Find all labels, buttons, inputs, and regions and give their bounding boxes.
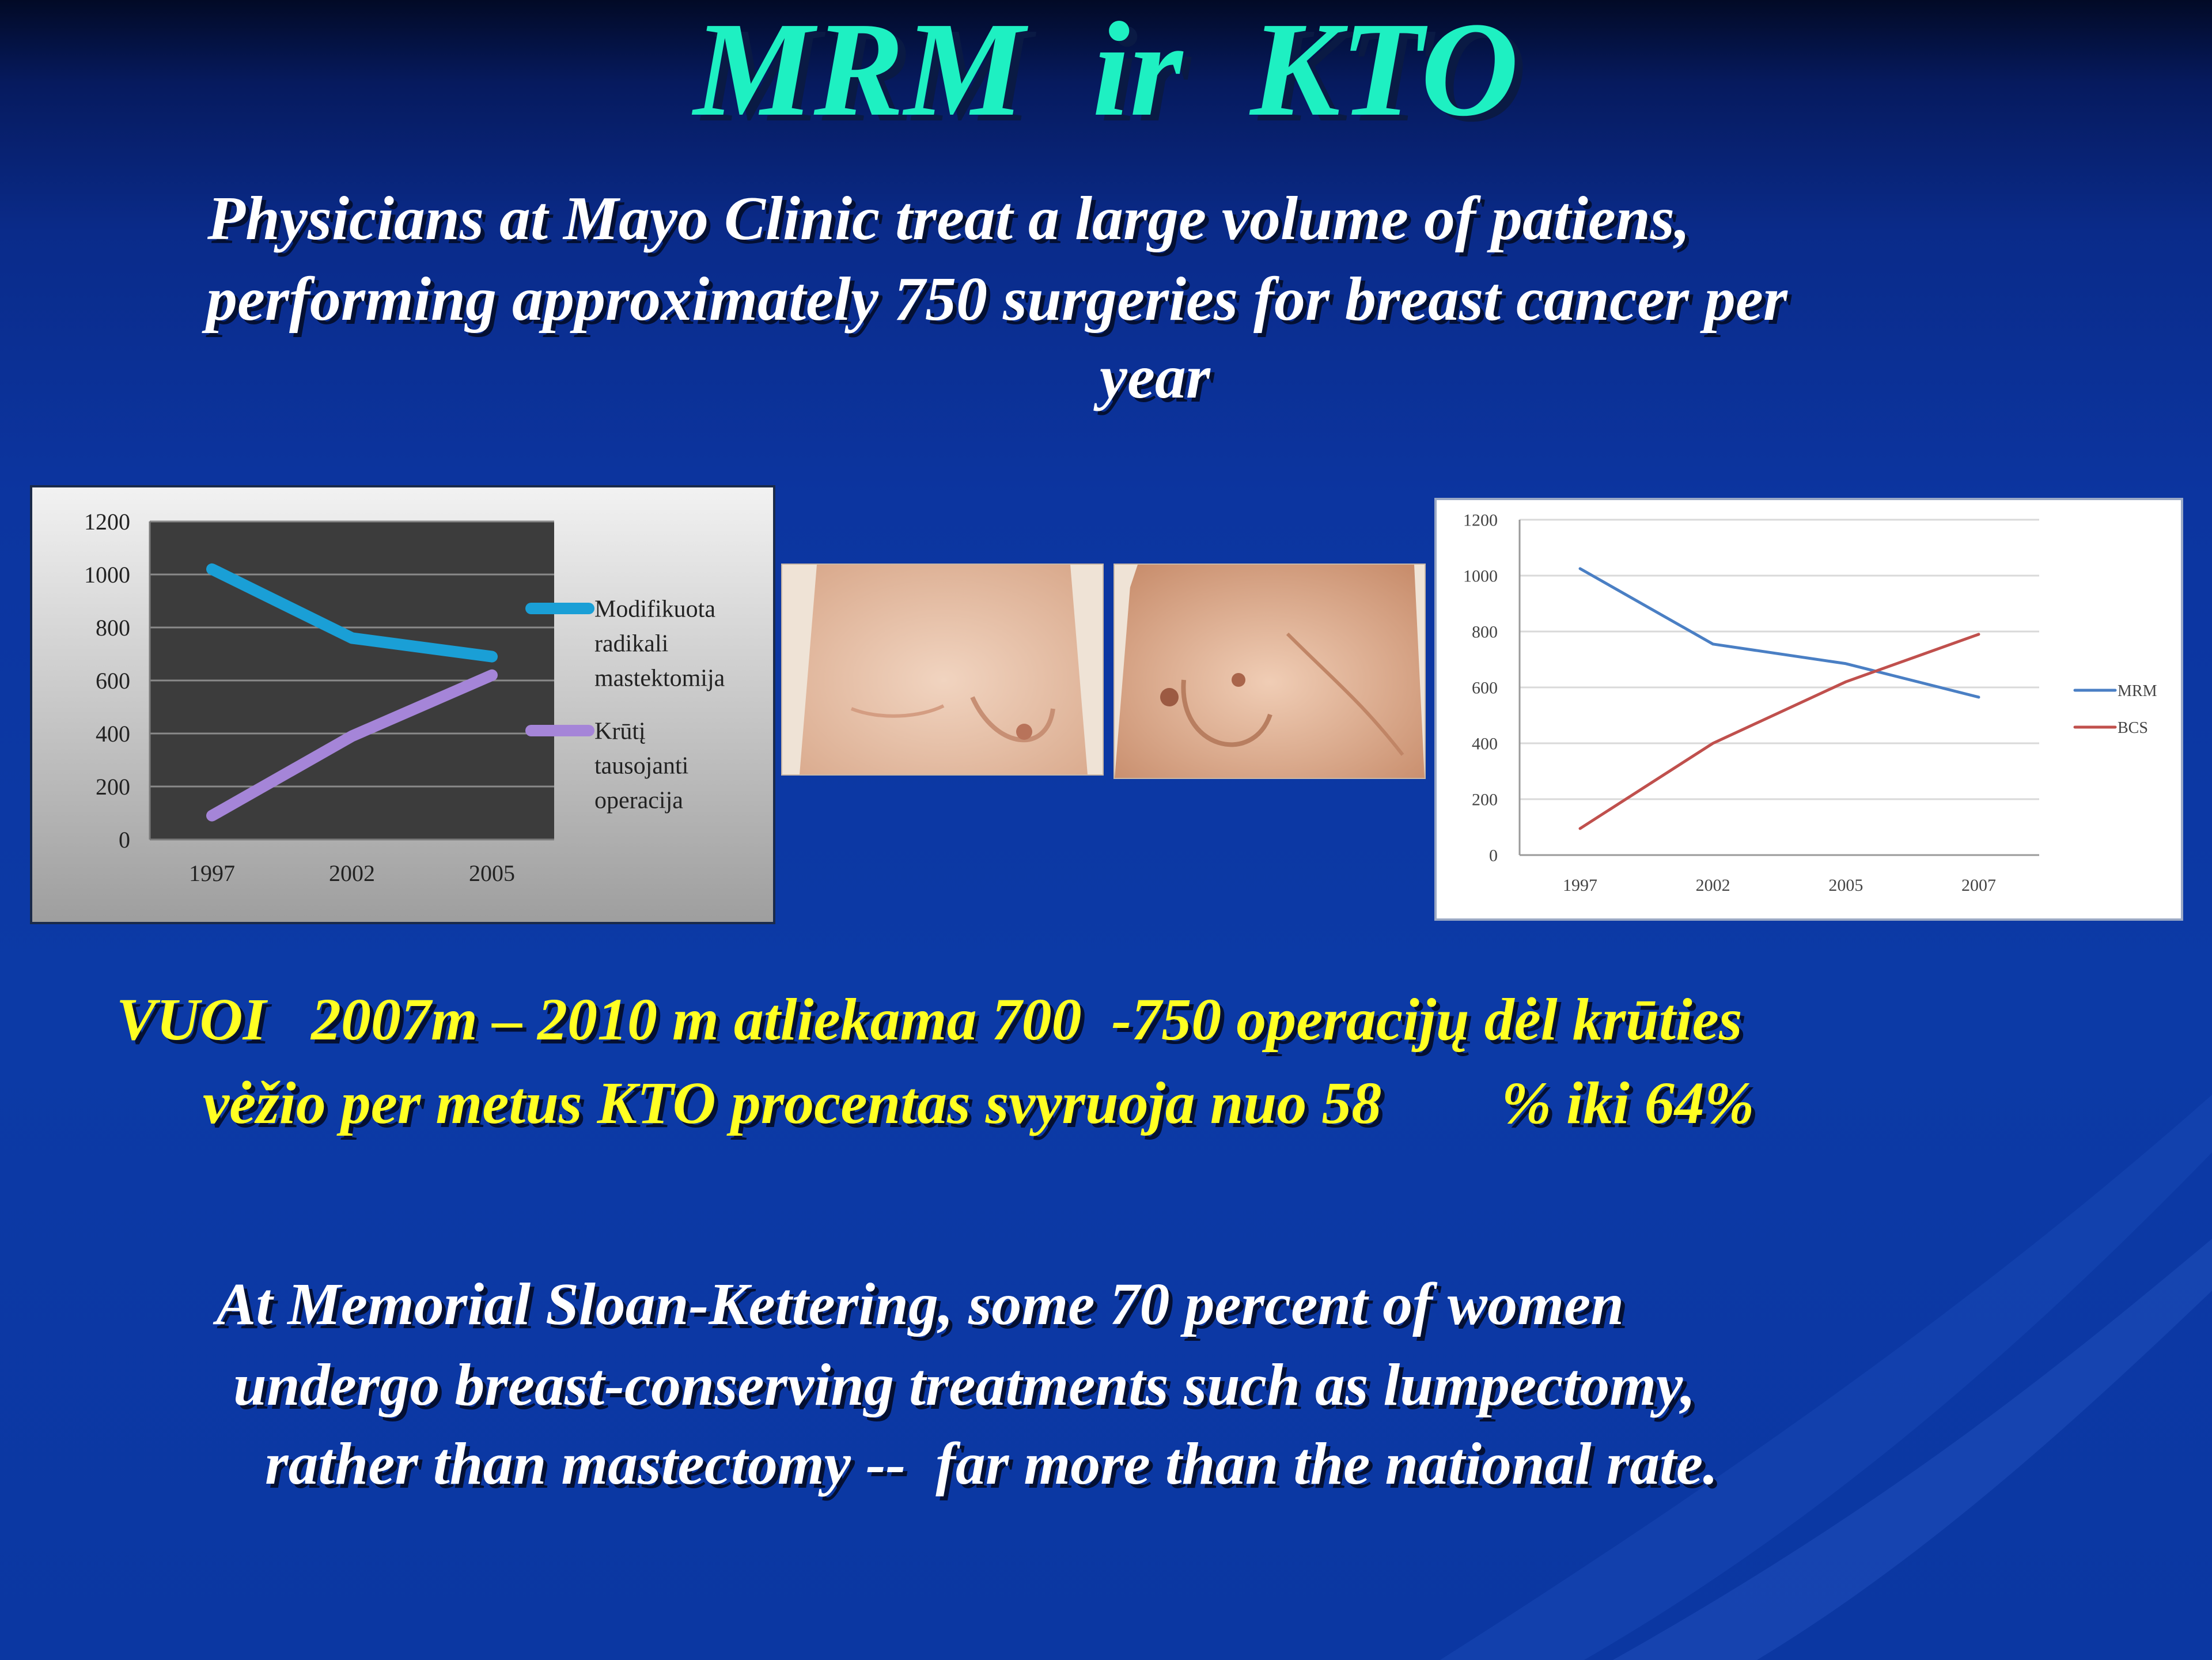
x-tick-label: 2005 — [469, 860, 515, 886]
x-tick-label: 2005 — [1828, 876, 1863, 895]
legend-label: Krūtį — [594, 719, 646, 745]
chart-right-frame — [1434, 498, 2183, 921]
y-tick-label: 400 — [1472, 735, 1498, 754]
breast-photo-right — [1113, 564, 1426, 779]
legend-label: BCS — [2118, 719, 2148, 737]
msk-line-2: undergo breast-conserving treatments suc… — [233, 1352, 1696, 1418]
series-line-1 — [1578, 633, 1980, 830]
y-tick-label: 800 — [1472, 623, 1498, 642]
vuoi-line-1: VUOI 2007m – 2010 m atliekama 700 -750 o… — [116, 986, 1743, 1053]
chart-left: 0 200 400 600 800 1000 1200 1997 2002 2005 Modif… — [30, 485, 775, 924]
legend-label: Modifikuota — [594, 596, 715, 623]
x-tick-label: 2002 — [1696, 876, 1730, 895]
legend-label: radikali — [594, 631, 668, 657]
series-line-1 — [206, 669, 498, 822]
y-tick-label: 600 — [96, 668, 130, 694]
y-tick-label: 600 — [1472, 679, 1498, 698]
mayo-line-2: performing approximately 750 surgeries f… — [206, 265, 1787, 334]
legend-label: tausojanti — [594, 753, 688, 780]
x-tick-label: 2007 — [1961, 876, 1996, 895]
mayo-line-3: year — [1100, 343, 1210, 411]
y-tick-label: 200 — [96, 774, 130, 800]
vuoi-line-2: vėžio per metus KTO procentas svyruoja n… — [203, 1070, 1755, 1136]
chart-right: 0 200 400 600 800 1000 1200 1997 2002 2005 2007 M… — [1434, 498, 2183, 921]
y-tick-label: 0 — [1489, 846, 1498, 865]
y-tick-label: 200 — [1472, 791, 1498, 810]
legend-label: MRM — [2118, 682, 2157, 700]
mayo-line-1: Physicians at Mayo Clinic treat a large … — [207, 184, 1690, 253]
legend-label: operacija — [594, 788, 683, 814]
msk-line-1: At Memorial Sloan-Kettering, some 70 per… — [216, 1271, 1624, 1337]
series-line-0 — [206, 563, 498, 663]
y-tick-label: 1000 — [1463, 567, 1498, 586]
legend-label: mastektomija — [594, 665, 725, 692]
y-tick-label: 1200 — [84, 509, 130, 535]
y-tick-label: 1000 — [84, 562, 130, 588]
y-tick-label: 800 — [96, 615, 130, 641]
breast-photo-left — [781, 564, 1104, 776]
msk-line-3: rather than mastectomy -- far more than … — [265, 1431, 1718, 1497]
series-line-0 — [1578, 567, 1980, 699]
x-tick-label: 1997 — [1563, 876, 1597, 895]
x-tick-label: 1997 — [189, 860, 235, 886]
slide-title: MRM ir KTO — [693, 0, 1519, 144]
y-tick-label: 400 — [96, 721, 130, 747]
y-tick-label: 1200 — [1463, 511, 1498, 530]
y-tick-label: 0 — [119, 827, 130, 853]
x-tick-label: 2002 — [329, 860, 375, 886]
